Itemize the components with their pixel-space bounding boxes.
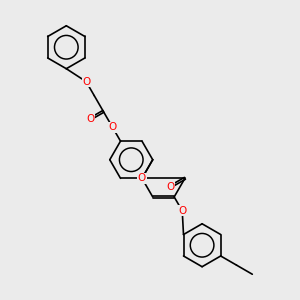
Text: O: O xyxy=(82,76,90,87)
Text: O: O xyxy=(138,173,146,183)
Text: O: O xyxy=(108,122,117,132)
Text: O: O xyxy=(86,114,94,124)
Text: O: O xyxy=(166,182,174,192)
Text: O: O xyxy=(178,206,186,216)
